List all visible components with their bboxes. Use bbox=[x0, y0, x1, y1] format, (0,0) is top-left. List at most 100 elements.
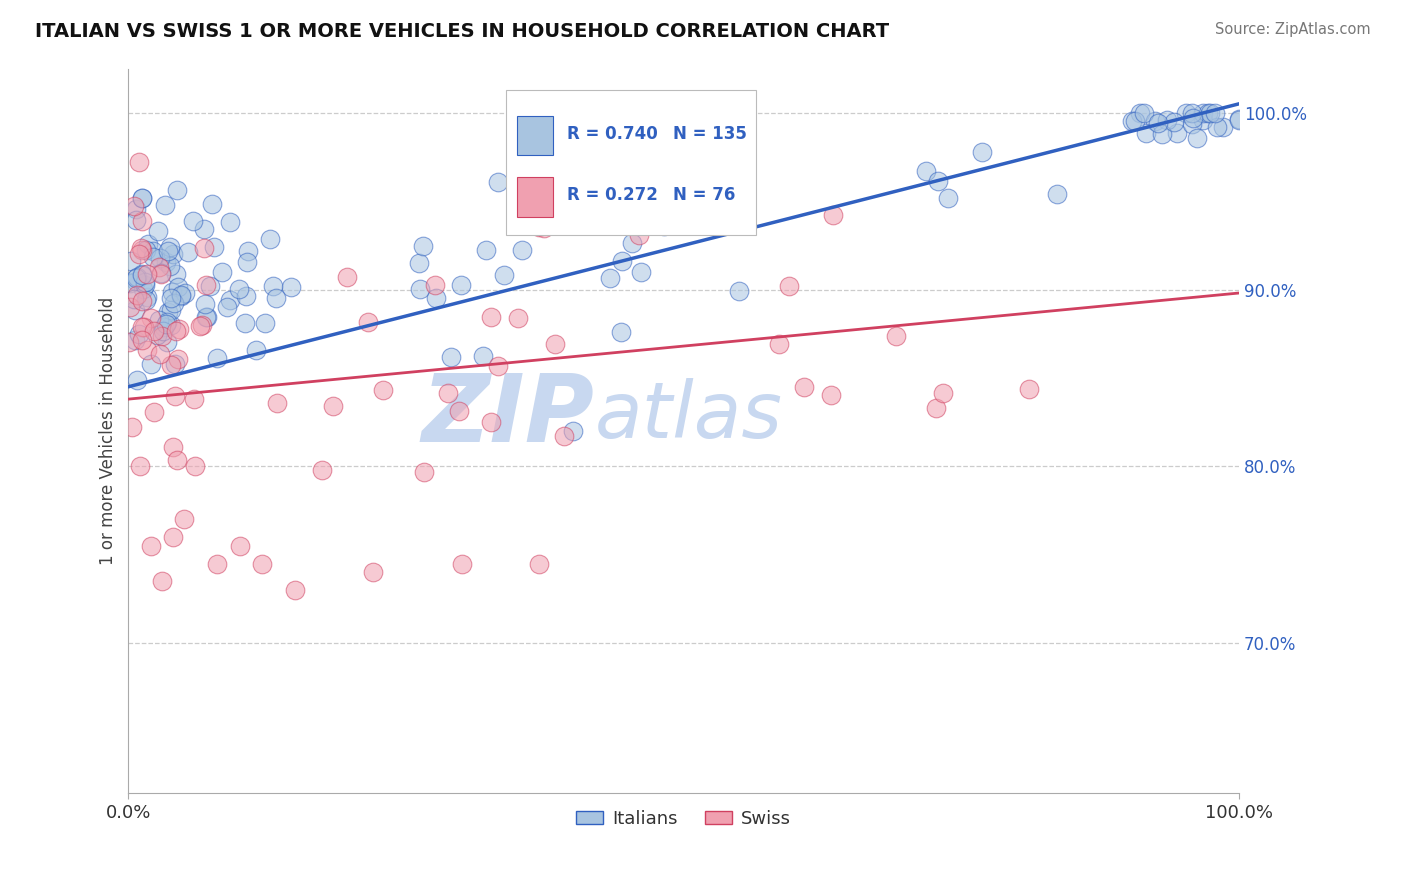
Point bbox=[162, 530, 184, 544]
Point bbox=[139, 311, 162, 326]
Point bbox=[135, 244, 157, 258]
Point bbox=[156, 244, 179, 258]
Point bbox=[128, 327, 150, 342]
Point bbox=[471, 349, 494, 363]
Text: R = 0.272: R = 0.272 bbox=[567, 186, 658, 204]
Point bbox=[173, 512, 195, 526]
Point bbox=[181, 214, 204, 228]
Point bbox=[135, 290, 157, 304]
Point bbox=[162, 440, 184, 454]
Point bbox=[134, 275, 156, 289]
Point bbox=[1192, 105, 1215, 120]
Text: R = 0.740: R = 0.740 bbox=[567, 125, 658, 143]
Point bbox=[914, 163, 936, 178]
Point bbox=[259, 232, 281, 246]
Point bbox=[1121, 113, 1143, 128]
Point bbox=[924, 401, 946, 415]
Point bbox=[262, 279, 284, 293]
Point bbox=[122, 292, 145, 306]
Point bbox=[193, 241, 215, 255]
Point bbox=[159, 318, 181, 332]
Point bbox=[148, 251, 170, 265]
Point bbox=[1175, 105, 1198, 120]
Text: atlas: atlas bbox=[595, 378, 783, 454]
Point bbox=[177, 245, 200, 260]
Point bbox=[494, 268, 516, 282]
Point bbox=[131, 293, 153, 308]
Point bbox=[450, 557, 472, 571]
Point bbox=[408, 256, 430, 270]
Point bbox=[118, 300, 141, 314]
Point bbox=[134, 278, 156, 293]
Point bbox=[1147, 116, 1170, 130]
Point bbox=[479, 310, 502, 325]
Point bbox=[628, 227, 651, 242]
Point bbox=[936, 191, 959, 205]
Point bbox=[1135, 126, 1157, 140]
Point bbox=[1227, 112, 1250, 127]
FancyBboxPatch shape bbox=[506, 90, 756, 235]
Point bbox=[1152, 127, 1174, 141]
Point bbox=[131, 191, 153, 205]
Point bbox=[191, 318, 214, 332]
Point bbox=[162, 246, 184, 260]
Point bbox=[561, 424, 583, 438]
Point bbox=[1046, 186, 1069, 201]
Point bbox=[157, 305, 180, 319]
Point bbox=[768, 337, 790, 351]
Point bbox=[184, 459, 207, 474]
Point bbox=[1129, 105, 1152, 120]
Point bbox=[125, 213, 148, 227]
FancyBboxPatch shape bbox=[517, 116, 553, 155]
Point bbox=[162, 285, 184, 299]
Point bbox=[125, 271, 148, 285]
Point bbox=[166, 183, 188, 197]
Point bbox=[413, 465, 436, 479]
Text: Source: ZipAtlas.com: Source: ZipAtlas.com bbox=[1215, 22, 1371, 37]
Point bbox=[148, 260, 170, 274]
Point bbox=[886, 328, 908, 343]
Point bbox=[1205, 120, 1227, 134]
Point bbox=[125, 269, 148, 284]
Point bbox=[322, 399, 344, 413]
Point bbox=[146, 327, 169, 342]
Point bbox=[264, 291, 287, 305]
Point bbox=[1123, 114, 1146, 128]
Point bbox=[1181, 118, 1204, 132]
Point bbox=[174, 286, 197, 301]
Point bbox=[1133, 105, 1156, 120]
Point bbox=[488, 175, 510, 189]
Point bbox=[135, 267, 157, 281]
Point bbox=[128, 459, 150, 474]
Text: ZIP: ZIP bbox=[422, 370, 595, 462]
Point bbox=[202, 240, 225, 254]
Point bbox=[1212, 120, 1234, 135]
Point bbox=[1018, 382, 1040, 396]
Point bbox=[1182, 111, 1205, 125]
Point bbox=[311, 463, 333, 477]
Point bbox=[148, 313, 170, 327]
Point bbox=[1198, 105, 1220, 120]
Point bbox=[233, 317, 256, 331]
Point bbox=[166, 352, 188, 367]
Point bbox=[228, 539, 250, 553]
Point bbox=[361, 566, 384, 580]
Point bbox=[160, 292, 183, 306]
Point bbox=[136, 237, 159, 252]
Point bbox=[152, 319, 174, 334]
Point bbox=[136, 343, 159, 357]
Point bbox=[371, 383, 394, 397]
Point bbox=[160, 303, 183, 318]
Point bbox=[124, 302, 146, 317]
Point bbox=[479, 415, 502, 429]
Point bbox=[436, 386, 458, 401]
Point bbox=[820, 387, 842, 401]
Point bbox=[280, 280, 302, 294]
Point bbox=[195, 277, 218, 292]
Point bbox=[170, 288, 193, 302]
Point bbox=[727, 284, 749, 298]
Point bbox=[152, 324, 174, 338]
Point bbox=[128, 246, 150, 260]
Point bbox=[153, 197, 176, 211]
Point bbox=[139, 357, 162, 371]
